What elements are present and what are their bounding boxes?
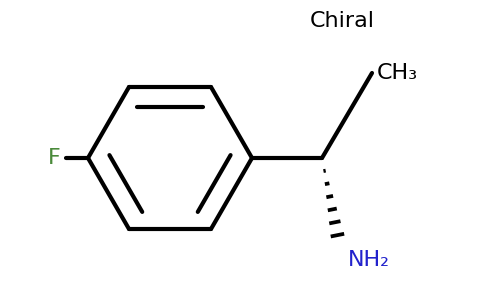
Text: Chiral: Chiral xyxy=(309,11,375,31)
Text: F: F xyxy=(48,148,61,168)
Text: CH₃: CH₃ xyxy=(377,63,418,83)
Text: NH₂: NH₂ xyxy=(348,250,390,270)
